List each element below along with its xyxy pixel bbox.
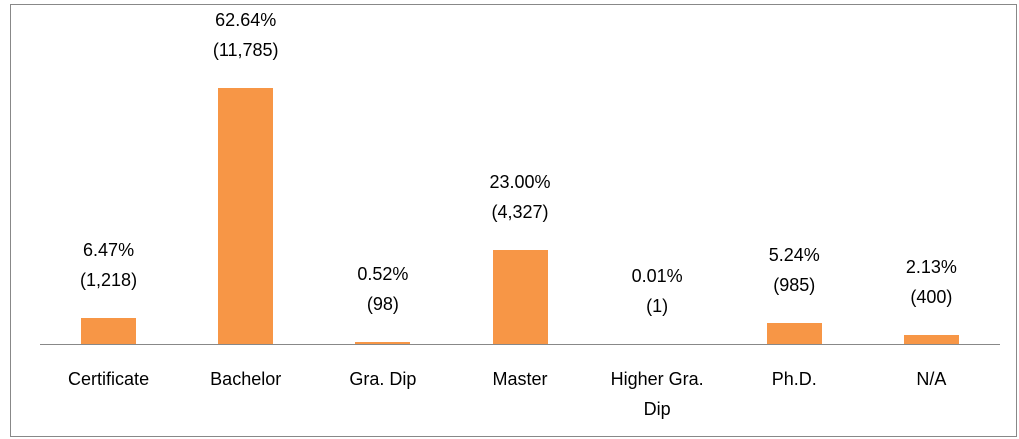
count-label: (1) (646, 295, 669, 316)
bar (903, 335, 959, 344)
bar (766, 322, 822, 344)
value-label: 0.52% (357, 263, 409, 284)
bar (355, 341, 411, 344)
value-label: 5.24% (768, 244, 820, 265)
bar (218, 87, 274, 344)
x-tick-label: Gra. Dip (349, 369, 417, 389)
x-tick-label: Ph.D. (771, 369, 817, 389)
value-label: 62.64% (215, 9, 277, 30)
x-tick-label: Bachelor (210, 369, 282, 389)
count-label: (4,327) (491, 201, 549, 222)
x-tick-label: Certificate (68, 369, 150, 389)
x-tick-label: Master (492, 369, 548, 389)
count-label: (98) (366, 293, 399, 314)
value-label: 23.00% (489, 171, 551, 192)
value-label: 6.47% (83, 239, 135, 260)
bar (81, 317, 137, 344)
count-label: (11,785) (212, 39, 279, 60)
value-label: 2.13% (905, 257, 957, 278)
x-tick-label: Higher Gra. Dip (610, 369, 704, 419)
x-tick-label: N/A (916, 369, 947, 389)
chart-frame (10, 4, 1017, 437)
count-label: (985) (773, 274, 816, 295)
count-label: (1,218) (80, 269, 138, 290)
count-label: (400) (910, 287, 953, 308)
baseline (40, 344, 1000, 345)
bar (492, 249, 548, 344)
value-label: 0.01% (631, 265, 683, 286)
